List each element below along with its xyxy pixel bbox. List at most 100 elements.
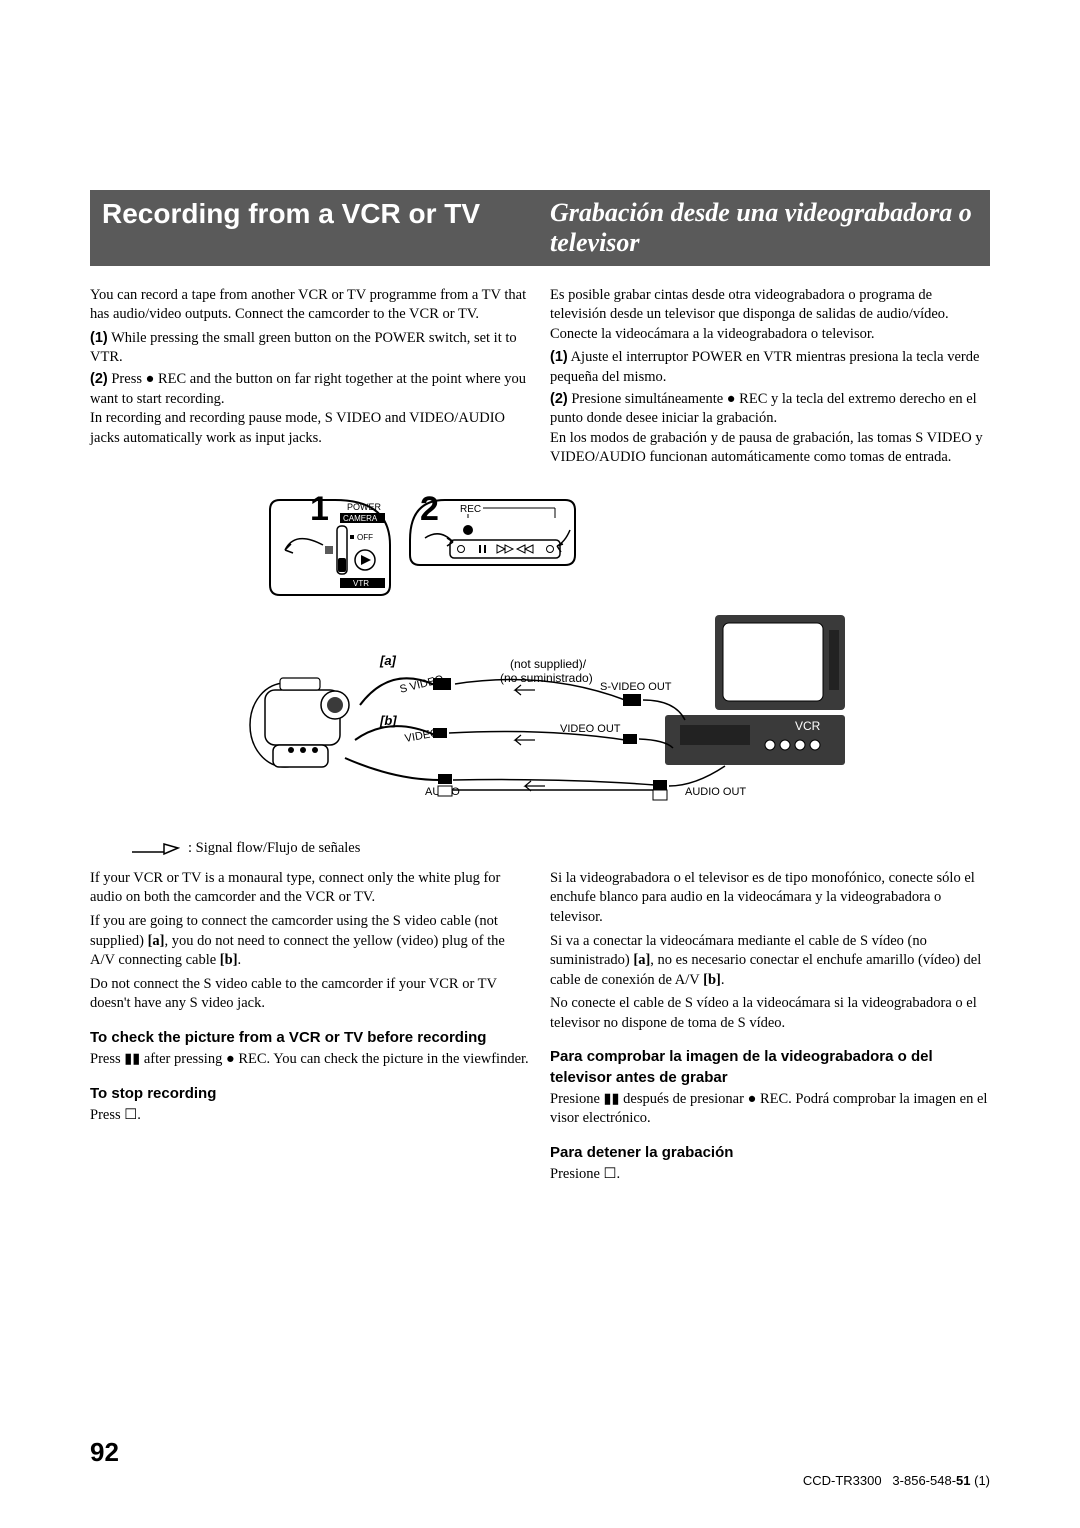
label-rec: REC [460, 504, 481, 515]
en-p2: If you are going to connect the camcorde… [90, 912, 530, 971]
label-off: OFF [357, 533, 373, 542]
en-h1: To check the picture from a VCR or TV be… [90, 1028, 530, 1048]
en-h2: To stop recording [90, 1084, 530, 1104]
lower-columns: If your VCR or TV is a monaural type, co… [90, 869, 990, 1189]
after-en: In recording and recording pause mode, S… [90, 409, 530, 448]
arrow-left-btn [425, 534, 453, 546]
lower-en: If your VCR or TV is a monaural type, co… [90, 869, 530, 1189]
step-text: Ajuste el interruptor POWER en VTR mient… [550, 349, 979, 385]
title-bar: Recording from a VCR or TV Grabación des… [90, 190, 990, 266]
step-num: (1) [90, 330, 108, 346]
es-h2: Para detener la grabación [550, 1143, 990, 1163]
es-p2: Si va a conectar la videocámara mediante… [550, 932, 990, 991]
label-vcr: VCR [795, 719, 821, 733]
arrow-video [515, 735, 535, 745]
footer-pre: CCD-TR3300 3-856-548- [803, 1473, 956, 1488]
svideo-plug-r [623, 694, 641, 706]
btn-ff [497, 545, 513, 553]
label-video-out: VIDEO OUT [560, 723, 621, 735]
en-p3: Do not connect the S video cable to the … [90, 975, 530, 1014]
footer-bold: 51 [956, 1473, 970, 1488]
intro-en: You can record a tape from another VCR o… [90, 286, 530, 325]
tv-icon: TV [715, 615, 845, 710]
audio-stub [345, 758, 440, 780]
heading-es: Grabación desde una videograbadora o tel… [550, 198, 978, 258]
title-right: Grabación desde una videograbadora o tel… [540, 198, 978, 258]
video-plug-r [623, 734, 637, 744]
step-text: While pressing the small green button on… [90, 330, 517, 366]
step-num: (2) [90, 371, 108, 387]
t: . [721, 972, 725, 988]
arrow-svideo [515, 685, 535, 695]
audio-to-vcr [669, 766, 725, 786]
t: . [238, 952, 242, 968]
bold-a: [a] [633, 952, 650, 968]
page-number: 92 [90, 1437, 119, 1468]
rec-dot [463, 525, 473, 535]
connection-diagram: 1 POWER CAMERA OFF VTR 2 REC [225, 490, 855, 830]
label-tv: TV [800, 664, 815, 678]
col-es: Es posible grabar cintas desde otra vide… [550, 286, 990, 472]
label-svideo-out: S-VIDEO OUT [600, 681, 672, 693]
signal-arrow-icon [130, 840, 180, 856]
signal-legend: : Signal flow/Flujo de señales [130, 840, 990, 857]
step-num: (1) [550, 349, 568, 365]
col-en: You can record a tape from another VCR o… [90, 286, 530, 472]
num-2: 2 [420, 490, 439, 528]
step-en-1: (1) While pressing the small green butto… [90, 329, 530, 368]
label-power: POWER [347, 502, 382, 512]
switch-knob [338, 558, 346, 572]
es-p3: No conecte el cable de S vídeo a la vide… [550, 994, 990, 1033]
es-h1-body: Presione ▮▮ después de presionar ● REC. … [550, 1090, 990, 1129]
step-text: Presione simultáneamente ● REC y la tecl… [550, 391, 977, 427]
arrow-press [285, 538, 323, 552]
intro-es: Es posible grabar cintas desde otra vide… [550, 286, 990, 345]
heading-en: Recording from a VCR or TV [102, 198, 530, 230]
footer: CCD-TR3300 3-856-548-51 (1) [803, 1473, 990, 1488]
title-left: Recording from a VCR or TV [102, 198, 540, 258]
label-ns-es: (no suministrado) [500, 671, 593, 685]
play-icon [361, 555, 371, 565]
lower-es: Si la videograbadora o el televisor es d… [550, 869, 990, 1189]
after-es: En los modos de grabación y de pausa de … [550, 429, 990, 468]
audio-plug-l2 [438, 786, 452, 796]
label-camera: CAMERA [343, 514, 378, 523]
intro-columns: You can record a tape from another VCR o… [90, 286, 990, 472]
step-num: (2) [550, 391, 568, 407]
bold-b: [b] [703, 972, 721, 988]
audio-plug-r1 [653, 780, 667, 790]
en-h1-body: Press ▮▮ after pressing ● REC. You can c… [90, 1050, 530, 1070]
audio-plug-r2 [653, 790, 667, 800]
label-vtr: VTR [353, 579, 369, 588]
vcr-icon: VCR [665, 715, 845, 765]
bold-b: [b] [220, 952, 238, 968]
step-text: Press ● REC and the button on far right … [90, 371, 526, 407]
es-h2-body: Presione ☐. [550, 1165, 990, 1185]
en-h2-body: Press ☐. [90, 1106, 530, 1126]
diagram-svg: 1 POWER CAMERA OFF VTR 2 REC [225, 490, 855, 830]
btn-c1 [458, 545, 465, 552]
label-ns-en: (not supplied)/ [510, 657, 587, 671]
step-es-1: (1) Ajuste el interruptor POWER en VTR m… [550, 348, 990, 387]
es-h1: Para comprobar la imagen de la videograb… [550, 1047, 990, 1088]
dot-off [350, 535, 354, 539]
es-p1: Si la videograbadora o el televisor es d… [550, 869, 990, 928]
footer-post: (1) [971, 1473, 991, 1488]
step-es-2: (2) Presione simultáneamente ● REC y la … [550, 390, 990, 429]
svideo-plug-l [433, 678, 451, 690]
btn-c2 [547, 545, 554, 552]
bold-a: [a] [148, 933, 165, 949]
video-plug-l [433, 728, 447, 738]
step-en-2: (2) Press ● REC and the button on far ri… [90, 370, 530, 409]
audio-cable1 [453, 779, 655, 784]
audio-plug-l1 [438, 774, 452, 784]
label-audio-out: AUDIO OUT [685, 786, 746, 798]
green-button [325, 546, 333, 554]
camcorder-icon [250, 678, 349, 767]
signal-text: : Signal flow/Flujo de señales [188, 840, 360, 857]
num-1: 1 [310, 490, 329, 528]
btn-rw [517, 545, 533, 553]
label-a: [a] [379, 653, 397, 668]
en-p1: If your VCR or TV is a monaural type, co… [90, 869, 530, 908]
btn-pause [480, 545, 485, 553]
